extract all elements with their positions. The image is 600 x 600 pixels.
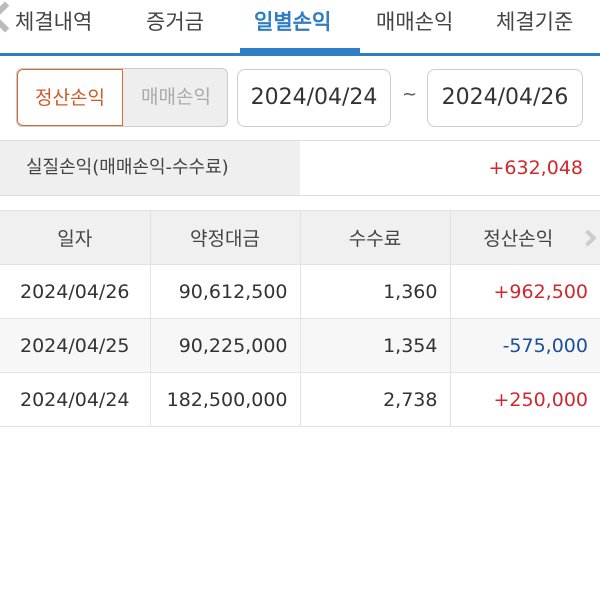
cell-amount: 90,612,500: [149, 264, 301, 319]
active-tab-indicator: [240, 48, 360, 53]
cell-date: 2024/04/26: [0, 264, 151, 319]
cell-fee: 1,354: [299, 318, 451, 373]
tab-bar: 체결내역 증거금 일별손익 매매손익 체결기준: [0, 0, 600, 56]
tab-trading-pnl[interactable]: 매매손익: [376, 10, 454, 34]
toggle-settlement-pnl[interactable]: 정산손익: [17, 69, 123, 126]
tab-margin[interactable]: 증거금: [146, 10, 204, 34]
summary-label: 실질손익(매매손익-수수료): [0, 141, 300, 195]
cell-pnl: +250,000: [449, 372, 600, 427]
header-pnl: 정산손익: [449, 210, 600, 265]
summary-row: 실질손익(매매손익-수수료) +632,048: [0, 140, 600, 196]
cell-fee: 1,360: [299, 264, 451, 319]
tab-execution-history[interactable]: 체결내역: [15, 10, 93, 34]
header-amount: 약정대금: [149, 210, 301, 265]
header-fee: 수수료: [299, 210, 451, 265]
table-row[interactable]: 2024/04/25 90,225,000 1,354 -575,000: [0, 318, 600, 373]
cell-date: 2024/04/25: [0, 318, 151, 373]
cell-amount: 182,500,000: [149, 372, 301, 427]
date-separator: ~: [402, 84, 418, 105]
table-row[interactable]: 2024/04/24 182,500,000 2,738 +250,000: [0, 372, 600, 427]
cell-pnl: -575,000: [449, 318, 600, 373]
cell-fee: 2,738: [299, 372, 451, 427]
start-date-input[interactable]: 2024/04/24: [237, 69, 391, 127]
tab-daily-pnl[interactable]: 일별손익: [254, 10, 332, 34]
tab-execution-basis[interactable]: 체결기준: [496, 10, 574, 34]
end-date-input[interactable]: 2024/04/26: [427, 69, 583, 127]
summary-value: +632,048: [488, 157, 584, 179]
daily-pnl-table: 일자 약정대금 수수료 정산손익 2024/04/26 90,612,500 1…: [0, 210, 600, 427]
cell-amount: 90,225,000: [149, 318, 301, 373]
table-row[interactable]: 2024/04/26 90,612,500 1,360 +962,500: [0, 264, 600, 319]
toggle-trading-pnl[interactable]: 매매손익: [141, 86, 211, 108]
cell-pnl: +962,500: [449, 264, 600, 319]
cell-date: 2024/04/24: [0, 372, 151, 427]
header-date: 일자: [0, 210, 151, 265]
pnl-type-toggle: 정산손익 매매손익: [16, 68, 228, 127]
